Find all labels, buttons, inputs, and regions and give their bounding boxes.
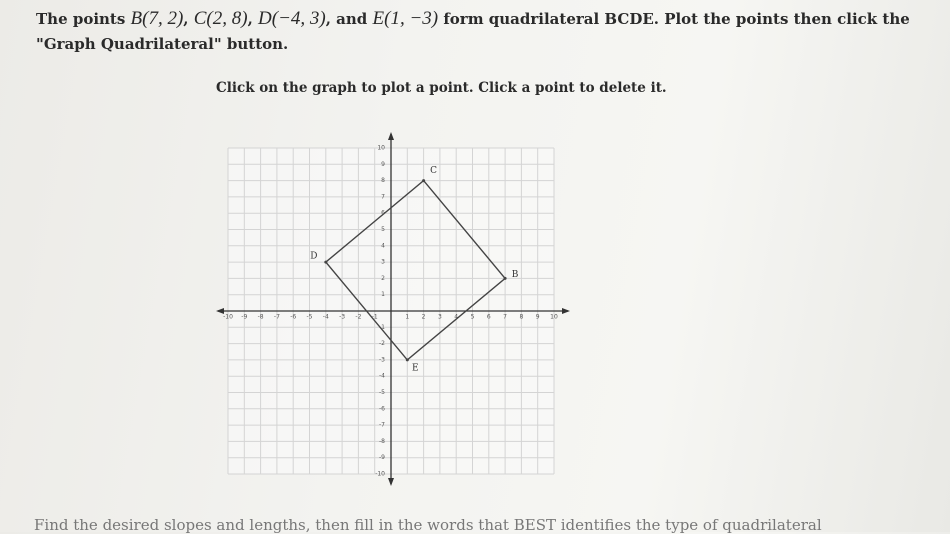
x-tick-label: -2 [355, 314, 361, 321]
y-tick-label: 5 [381, 226, 385, 233]
y-tick-label: 9 [381, 161, 385, 168]
problem-phrase: , and [325, 10, 373, 28]
point-label: C [430, 166, 437, 176]
y-tick-label: 3 [381, 259, 385, 266]
arrow [388, 132, 394, 140]
problem-phrase: form quadrilateral BCDE. Plot the points… [36, 10, 910, 53]
x-tick-label: -9 [241, 314, 247, 321]
y-tick-label: -6 [379, 405, 385, 412]
point-label: E [412, 363, 419, 373]
x-tick-label: -4 [323, 314, 329, 321]
x-tick-label: 7 [503, 314, 507, 321]
point-math: E(1, −3) [372, 8, 439, 29]
point [324, 260, 328, 264]
y-tick-label: -2 [379, 340, 385, 347]
y-tick-label: 4 [381, 242, 385, 249]
y-tick-label: -8 [379, 438, 385, 445]
point-math: D(−4, 3) [258, 8, 326, 29]
x-tick-label: -10 [223, 314, 233, 321]
problem-phrase: , [247, 10, 259, 28]
y-tick-label: 1 [381, 291, 385, 298]
footer-text: Find the desired slopes and lengths, the… [34, 516, 822, 534]
problem-text: The points B(7, 2), C(2, 8), D(−4, 3), a… [36, 6, 941, 57]
point [422, 179, 426, 183]
problem-phrase: The points [36, 10, 131, 28]
x-tick-label: -1 [372, 314, 378, 321]
y-tick-label: -5 [379, 389, 385, 396]
x-tick-label: -3 [339, 314, 345, 321]
y-tick-label: -9 [379, 454, 385, 461]
point-math: B(7, 2) [130, 8, 184, 29]
x-tick-label: 3 [438, 314, 442, 321]
x-tick-label: 10 [550, 314, 558, 321]
y-tick-label: -10 [375, 471, 385, 478]
x-tick-label: 5 [471, 314, 475, 321]
y-tick-label: 10 [377, 145, 385, 152]
y-tick-label: 2 [381, 275, 385, 282]
point-label: D [310, 252, 317, 262]
x-tick-label: -7 [274, 314, 280, 321]
y-tick-label: -3 [379, 356, 385, 363]
point [405, 358, 409, 362]
x-tick-label: 6 [487, 314, 491, 321]
arrow [562, 308, 570, 314]
x-tick-label: 9 [536, 314, 540, 321]
x-tick-label: -6 [290, 314, 296, 321]
point [503, 276, 507, 280]
point-math: C(2, 8) [193, 8, 248, 29]
point-label: B [512, 270, 519, 280]
instruction: Click on the graph to plot a point. Clic… [216, 80, 667, 96]
y-tick-label: -7 [379, 422, 385, 429]
y-tick-label: 7 [381, 193, 385, 200]
y-tick-label: 8 [381, 177, 385, 184]
y-tick-label: -4 [379, 373, 385, 380]
y-tick-label: -1 [379, 324, 385, 331]
x-tick-label: -8 [258, 314, 264, 321]
problem-phrase: , [183, 10, 194, 28]
arrow [216, 308, 224, 314]
arrow [388, 478, 394, 486]
x-tick-label: 8 [519, 314, 523, 321]
y-tick-label: 6 [381, 210, 385, 217]
x-tick-label: 2 [422, 314, 426, 321]
x-tick-label: 1 [405, 314, 409, 321]
x-tick-label: 4 [454, 314, 458, 321]
x-tick-label: -5 [307, 314, 313, 321]
